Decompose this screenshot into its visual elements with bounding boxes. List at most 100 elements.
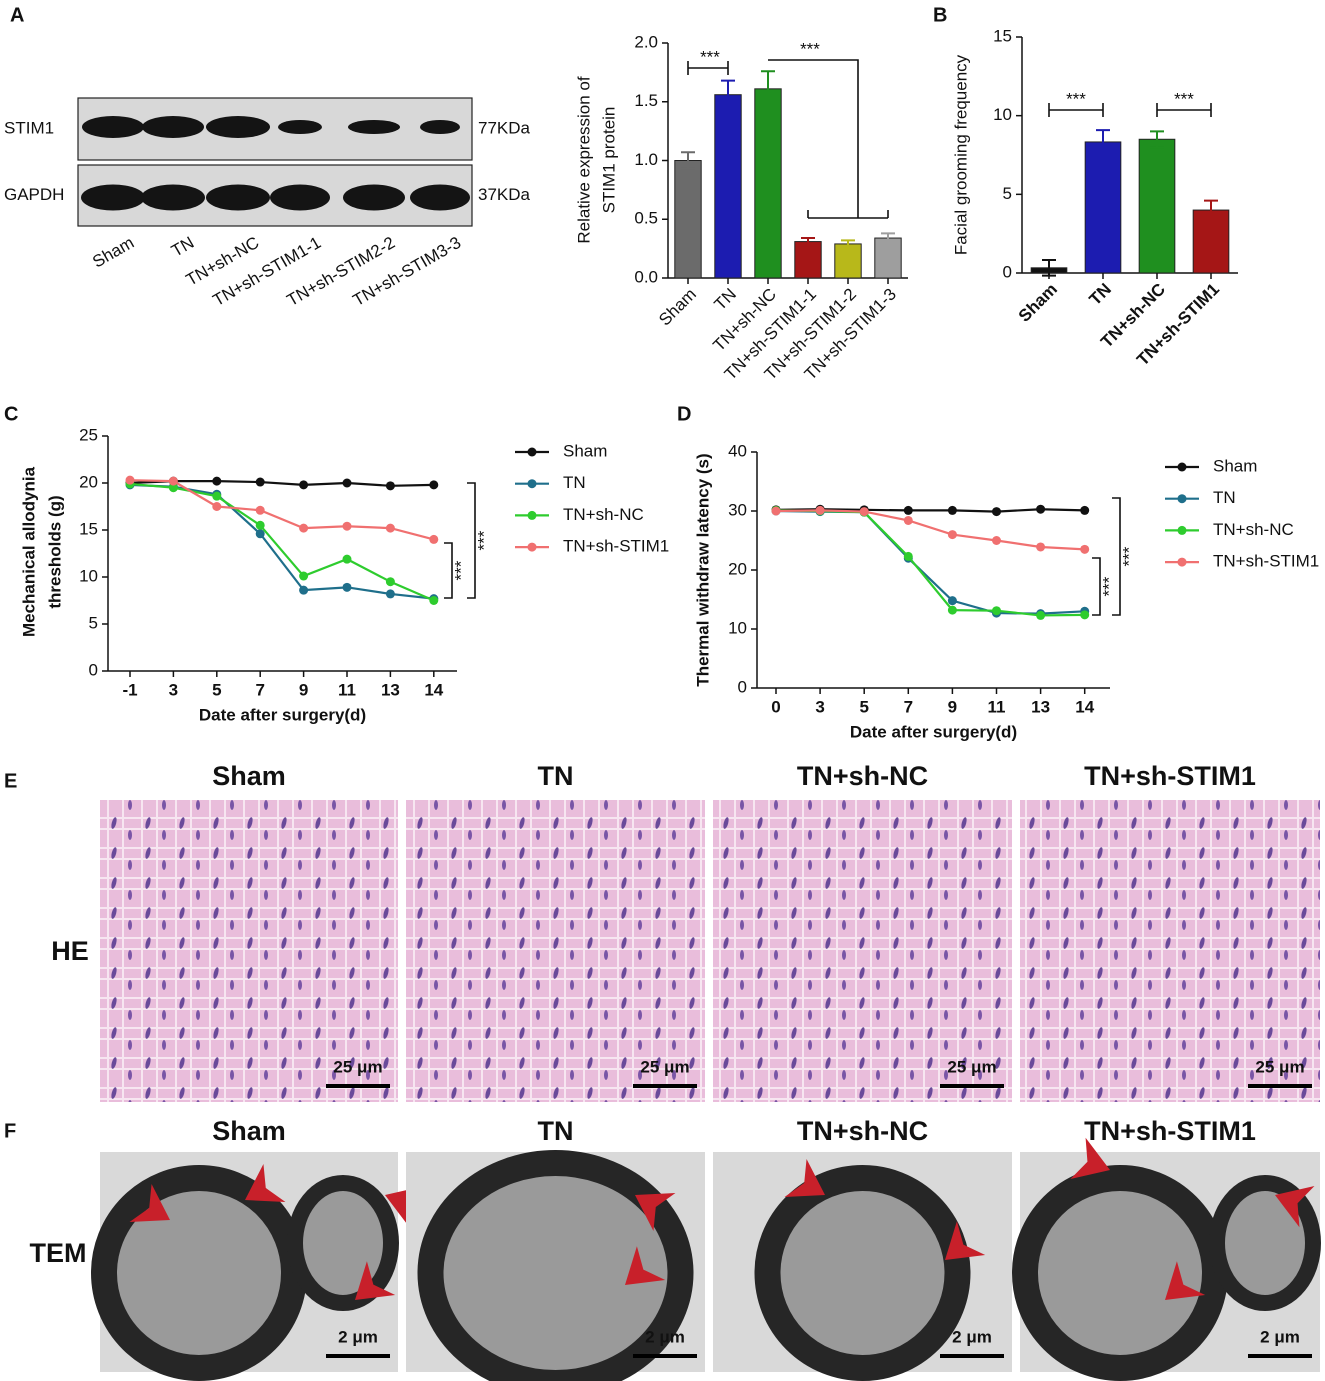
significance-bracket bbox=[1112, 497, 1121, 616]
series-point bbox=[212, 491, 222, 501]
series-point bbox=[255, 520, 265, 530]
legend-marker bbox=[1177, 557, 1187, 567]
series-point bbox=[385, 577, 395, 587]
series-point bbox=[1036, 542, 1046, 552]
blot-row-label: GAPDH bbox=[4, 185, 64, 204]
series-point bbox=[903, 515, 913, 525]
significance-label: *** bbox=[1174, 89, 1194, 108]
y-tick-label: 10 bbox=[993, 105, 1012, 124]
arrowhead bbox=[385, 1185, 425, 1228]
bar bbox=[674, 160, 702, 279]
x-tick-label: 9 bbox=[299, 680, 308, 699]
error-bar bbox=[881, 232, 895, 244]
y-tick-label: 1.0 bbox=[634, 150, 658, 169]
x-tick-label: TN bbox=[711, 285, 740, 314]
x-tick-label: TN bbox=[1086, 280, 1115, 309]
significance-bracket bbox=[768, 59, 889, 219]
scale-label: 25 μm bbox=[640, 1057, 689, 1076]
myelin-ring bbox=[1012, 1165, 1228, 1381]
series-point bbox=[947, 596, 957, 606]
y-tick-label: 5 bbox=[89, 613, 98, 632]
image-title: Sham bbox=[212, 761, 286, 791]
blot-band bbox=[206, 116, 270, 138]
legend-marker bbox=[1177, 462, 1187, 472]
scale-label: 2 μm bbox=[1260, 1327, 1300, 1346]
significance-label: *** bbox=[474, 530, 493, 550]
series-point bbox=[429, 596, 439, 605]
scale-label: 2 μm bbox=[952, 1327, 992, 1346]
y-tick-label: 0 bbox=[1003, 262, 1012, 281]
y-axis-label: Facial grooming frequency bbox=[951, 54, 970, 255]
legend-marker bbox=[1177, 494, 1187, 504]
bar bbox=[794, 241, 822, 279]
arrowhead bbox=[355, 1261, 396, 1300]
row-label: TEM bbox=[30, 1238, 87, 1268]
x-tick-label: 14 bbox=[1075, 697, 1094, 716]
significance-label: *** bbox=[1066, 89, 1086, 108]
myelin-ring bbox=[417, 1150, 694, 1381]
micrograph bbox=[100, 800, 398, 1102]
x-tick-label: 5 bbox=[212, 680, 221, 699]
legend-label: Sham bbox=[1213, 456, 1257, 475]
x-tick-label: 13 bbox=[1031, 697, 1050, 716]
significance-bracket bbox=[687, 61, 729, 75]
legend-label: TN+sh-STIM1 bbox=[1213, 552, 1319, 571]
legend-label: TN+sh-STIM1 bbox=[563, 537, 669, 556]
legend-label: TN+sh-NC bbox=[1213, 520, 1294, 539]
series-line bbox=[129, 479, 435, 541]
series-point bbox=[299, 585, 309, 595]
series-point bbox=[771, 506, 781, 516]
x-tick-label: 14 bbox=[424, 680, 443, 699]
legend-label: Sham bbox=[563, 441, 607, 460]
series-point bbox=[342, 478, 352, 488]
blot-band bbox=[410, 184, 470, 211]
y-tick-label: 5 bbox=[1003, 184, 1012, 203]
y-axis-label: STIM1 protein bbox=[599, 107, 618, 214]
series-point bbox=[168, 483, 178, 493]
series-point bbox=[903, 551, 913, 561]
series-point bbox=[212, 502, 222, 511]
x-tick-label: 3 bbox=[815, 697, 824, 716]
lane-label: TN bbox=[168, 233, 197, 261]
legend-label: TN bbox=[563, 473, 586, 492]
scale-bar bbox=[633, 1354, 697, 1358]
myelin-ring bbox=[91, 1165, 307, 1381]
arrowhead bbox=[245, 1163, 286, 1203]
series-point bbox=[299, 480, 309, 490]
series-point bbox=[342, 554, 352, 564]
error-bar bbox=[681, 151, 695, 170]
series-point bbox=[299, 571, 309, 581]
error-bar bbox=[841, 239, 855, 249]
error-bar bbox=[801, 237, 815, 247]
series-point bbox=[255, 505, 265, 515]
legend-marker bbox=[527, 447, 537, 457]
arrowhead bbox=[945, 1221, 986, 1260]
bar bbox=[834, 243, 862, 279]
blot-band bbox=[348, 120, 400, 134]
blot-band bbox=[82, 116, 144, 138]
scale-label: 2 μm bbox=[645, 1327, 685, 1346]
significance-label: *** bbox=[1099, 576, 1118, 596]
blot-band bbox=[343, 184, 405, 211]
significance-bracket bbox=[1156, 103, 1212, 117]
series-line bbox=[775, 509, 1085, 617]
scale-bar bbox=[1248, 1354, 1312, 1358]
x-tick-label: Sham bbox=[655, 285, 700, 330]
x-tick-label: 13 bbox=[381, 680, 400, 699]
blot-band bbox=[81, 184, 145, 211]
panel-letter: B bbox=[933, 4, 947, 26]
series-line bbox=[129, 482, 435, 602]
significance-label: *** bbox=[1119, 546, 1138, 566]
series-point bbox=[992, 606, 1001, 616]
series-point bbox=[429, 534, 439, 544]
scale-label: 2 μm bbox=[338, 1327, 378, 1346]
series-point bbox=[1036, 504, 1046, 514]
significance-bracket bbox=[1048, 103, 1104, 117]
myelin-ring bbox=[287, 1175, 399, 1311]
arrowhead bbox=[784, 1158, 825, 1198]
error-bar bbox=[761, 70, 775, 108]
blot-row-label: STIM1 bbox=[4, 118, 54, 137]
blot-band bbox=[141, 184, 205, 211]
x-tick-label: 7 bbox=[904, 697, 913, 716]
